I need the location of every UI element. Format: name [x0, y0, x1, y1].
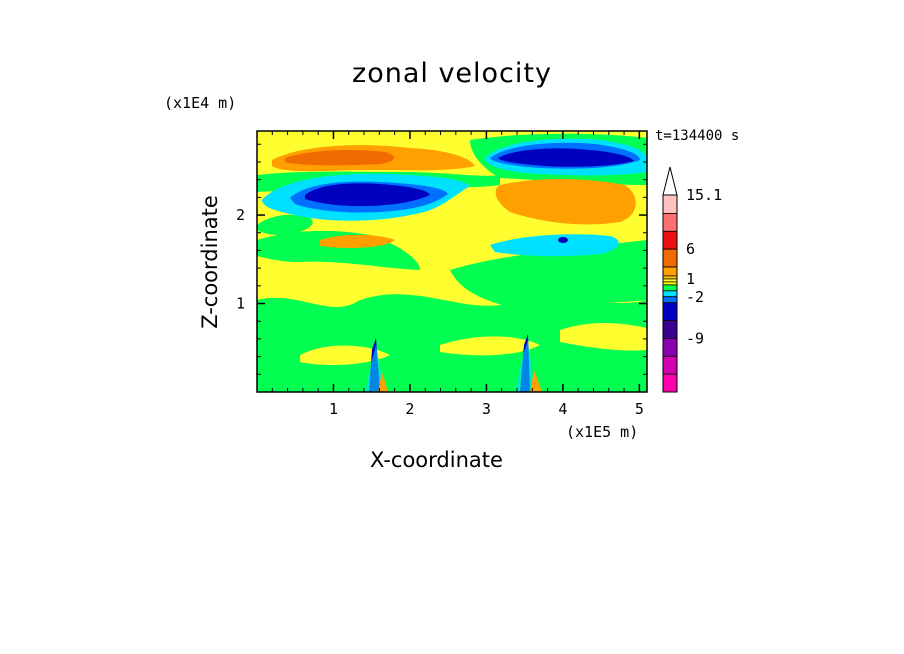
colorbar-frame — [662, 194, 678, 393]
colorbar-bin — [662, 284, 678, 292]
x-tick-label: 1 — [329, 400, 338, 418]
y-tick-label: 1 — [236, 295, 245, 313]
colorbar-bin — [662, 296, 678, 304]
colorbar: 15.1 6 1-2 -9 — [662, 166, 722, 393]
x-tick-label: 3 — [482, 400, 491, 418]
x-tick-label: 5 — [635, 400, 644, 418]
x-tick-label: 2 — [405, 400, 414, 418]
colorbar-bin — [662, 355, 678, 375]
mountain-wave-1-warm — [378, 372, 388, 392]
colorbar-label: 15.1 — [686, 186, 722, 204]
colorbar-bin — [662, 302, 678, 321]
contour-darkorange-upper-left — [285, 150, 395, 166]
axes: 1 2 3 4 5 1 2 — [236, 131, 647, 418]
colorbar-bin — [662, 281, 678, 286]
contour-navy-upper-right — [498, 148, 634, 167]
colorbar-bin — [662, 320, 678, 339]
plot-frame — [256, 130, 648, 393]
colorbar-bin — [662, 194, 678, 214]
mountain-wave-2-warm — [530, 370, 542, 392]
colorbar-bin — [662, 278, 678, 283]
contour-navy-mid-left — [305, 183, 430, 207]
y-tick-label: 2 — [236, 206, 245, 224]
colorbar-label: 1 — [686, 270, 695, 288]
colorbar-bin — [662, 248, 678, 268]
colorbar-bin — [662, 373, 678, 393]
contour-cyan-mid-right — [490, 234, 619, 257]
y-axis-unit: (x1E4 m) — [164, 94, 237, 112]
time-label: t=134400 s — [655, 128, 740, 144]
contour-green-mid-right — [450, 240, 647, 310]
contour-yellow-lens-1 — [300, 345, 390, 366]
contour-orange-small-mid — [320, 234, 395, 248]
colorbar-bin — [662, 338, 678, 357]
contour-blue-spot — [558, 237, 568, 243]
x-axis-unit: (x1E5 m) — [566, 423, 639, 441]
contour-yellow-lens-3 — [560, 323, 647, 351]
chart-title: zonal velocity — [352, 58, 552, 89]
colorbar-bin — [662, 290, 678, 298]
colorbar-cap — [662, 166, 678, 196]
colorbar-bin — [662, 275, 678, 280]
x-tick-label: 4 — [558, 400, 567, 418]
contour-field — [257, 131, 647, 392]
contour-green-left-mid — [257, 214, 313, 235]
colorbar-bin — [662, 230, 678, 250]
contour-yellow-lens-2 — [440, 336, 540, 356]
colorbar-label: 6 — [686, 240, 695, 258]
colorbar-label: -9 — [686, 329, 704, 347]
mountain-wave-1-halo — [365, 345, 384, 392]
colorbar-bin — [662, 266, 678, 277]
mountain-wave-2-halo — [515, 340, 535, 392]
x-axis-label: X-coordinate — [370, 448, 503, 472]
colorbar-bin — [662, 213, 678, 232]
contour-orange-mid-right — [495, 178, 636, 225]
colorbar-label: -2 — [686, 288, 704, 306]
